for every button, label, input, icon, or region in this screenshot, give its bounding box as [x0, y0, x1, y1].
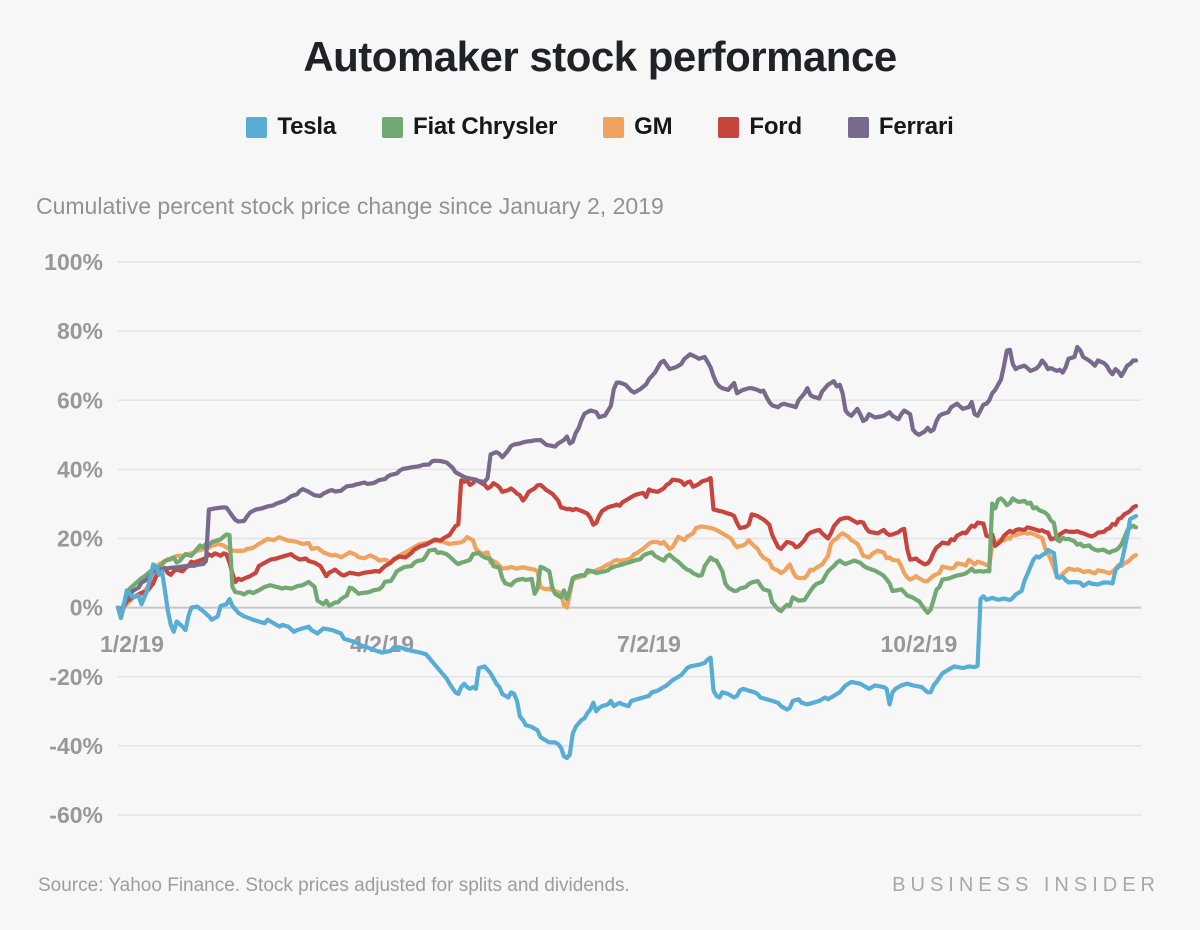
series-line-fiat-chrysler	[115, 496, 1139, 617]
chart-title: Automaker stock performance	[303, 33, 897, 80]
legend-item-gm: GM	[603, 113, 673, 141]
legend-label: GM	[634, 113, 673, 140]
legend-label: Ford	[749, 113, 802, 140]
y-axis-label: -20%	[49, 664, 103, 690]
x-axis-label: 7/2/19	[617, 631, 681, 657]
legend-label: Ferrari	[878, 113, 954, 140]
source-note: Source: Yahoo Finance. Stock prices adju…	[38, 875, 630, 896]
series-line-ford	[115, 475, 1139, 615]
legend-swatch	[246, 116, 268, 138]
y-axis-label: -40%	[49, 733, 103, 759]
y-axis-label: 100%	[44, 249, 103, 275]
y-axis-label: 40%	[57, 456, 103, 482]
x-axis-label: 10/2/19	[881, 631, 958, 657]
legend-swatch	[718, 116, 740, 138]
legend-item-ferrari: Ferrari	[847, 113, 954, 141]
legend-swatch	[382, 116, 403, 138]
legend-swatch	[603, 116, 625, 138]
legend-label: Fiat Chrysler	[413, 113, 558, 140]
legend-item-ford: Ford	[718, 113, 802, 141]
x-axis-label: 1/2/19	[100, 631, 164, 657]
y-axis-label: 20%	[57, 526, 103, 552]
legend-label: Tesla	[277, 113, 336, 140]
y-axis-label: 60%	[57, 387, 103, 413]
business-insider-logo: BUSINESS INSIDER	[892, 874, 1160, 896]
y-axis-label: 80%	[57, 318, 103, 344]
legend-item-tesla: Tesla	[246, 113, 336, 141]
y-axis-label: 0%	[70, 595, 103, 621]
legend-item-fiat-chrysler: Fiat Chrysler	[382, 113, 557, 141]
chart-subtitle: Cumulative percent stock price change si…	[36, 193, 664, 219]
series-line-tesla	[115, 513, 1139, 761]
series-line-ferrari	[115, 344, 1139, 614]
legend-swatch	[847, 116, 869, 138]
legend: Tesla Fiat Chrysler GM Ford Ferrari	[0, 113, 1200, 141]
y-axis-label: -60%	[49, 802, 103, 828]
